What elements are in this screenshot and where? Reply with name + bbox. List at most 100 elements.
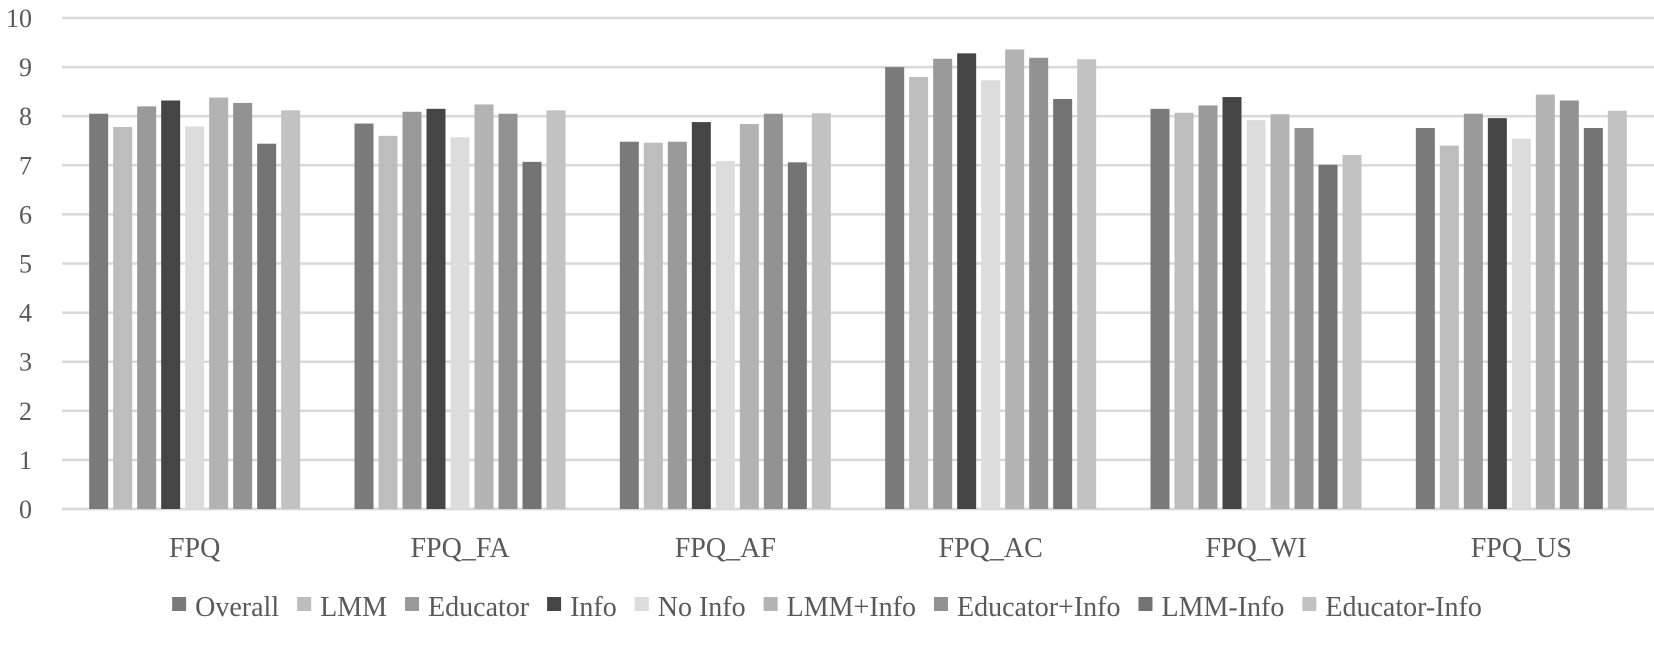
bar-no-info-fpq-ac — [981, 80, 1001, 510]
bar-educator-info-fpq — [281, 110, 301, 510]
bar-overall-fpq-ac — [885, 67, 905, 509]
y-tick-label: 5 — [19, 250, 32, 279]
bar-lmm-info-fpq — [209, 97, 229, 510]
legend-swatch — [405, 597, 420, 611]
bar-educator-fpq-ac — [933, 58, 953, 510]
legend-swatch — [547, 597, 562, 611]
gridlines — [62, 16, 1654, 511]
bar-no-info-fpq — [185, 126, 205, 510]
legend-item: LMM+Info — [763, 592, 916, 623]
bar-educator-fpq-us — [1463, 113, 1483, 510]
bar-lmm-fpq-wi — [1174, 112, 1194, 509]
y-tick-label: 10 — [6, 4, 32, 33]
legend-swatch — [933, 597, 948, 611]
bar-overall-fpq-wi — [1150, 108, 1170, 510]
y-tick-label: 0 — [19, 495, 32, 524]
legend-item: LMM-Info — [1138, 592, 1284, 623]
bar-educator-fpq — [137, 106, 157, 509]
legend-label: LMM — [320, 592, 387, 623]
bar-educator-info-fpq-ac — [1077, 59, 1097, 510]
bars — [89, 49, 1627, 510]
y-tick-label: 4 — [19, 299, 32, 328]
bar-no-info-fpq-wi — [1246, 120, 1266, 510]
bar-lmm-info-fpq-ac — [1005, 49, 1025, 509]
legend-item: Educator-Info — [1302, 592, 1482, 623]
y-tick-label: 3 — [19, 348, 32, 377]
category-labels: FPQ FPQ_FA FPQ_AF FPQ_AC FPQ_WI FPQ_US — [169, 533, 1572, 564]
bar-overall-fpq-us — [1415, 127, 1435, 509]
bar-lmm-info-fpq-ac — [1053, 99, 1073, 509]
bar-overall-fpq — [89, 113, 109, 510]
legend-label: Info — [570, 592, 617, 623]
x-category-label: FPQ_AC — [939, 533, 1043, 564]
bar-educator-info-fpq-ac — [1029, 57, 1049, 510]
bar-lmm-fpq-af — [643, 142, 663, 510]
legend-swatch — [297, 597, 312, 611]
bar-lmm-info-fpq-fa — [522, 161, 542, 509]
bar-lmm-info-fpq-fa — [474, 104, 494, 509]
legend-swatch — [1302, 597, 1317, 611]
legend-item: LMM — [297, 592, 387, 623]
legend-item: Educator — [405, 592, 530, 623]
x-category-label: FPQ_FA — [410, 533, 510, 564]
x-category-label: FPQ — [169, 533, 220, 564]
bar-info-fpq-wi — [1222, 97, 1242, 510]
y-axis-ticks: 0 1 2 3 4 5 6 7 8 9 10 — [6, 4, 32, 524]
legend-label: LMM+Info — [787, 592, 916, 623]
bar-educator-fpq-af — [667, 141, 687, 509]
bar-overall-fpq-af — [619, 141, 639, 509]
legend-label: LMM-Info — [1161, 592, 1284, 623]
legend-item: Info — [547, 592, 617, 623]
legend-item: No Info — [634, 592, 746, 623]
bar-educator-info-fpq — [233, 102, 253, 510]
bar-lmm-info-fpq-wi — [1318, 164, 1338, 509]
bar-educator-info-fpq-us — [1559, 100, 1579, 509]
legend-item: Overall — [172, 592, 279, 623]
legend-label: Educator+Info — [957, 592, 1121, 623]
bar-lmm-info-fpq-af — [739, 124, 759, 509]
bar-educator-info-fpq-af — [811, 113, 831, 509]
y-tick-label: 8 — [19, 102, 32, 131]
legend-label: Overall — [195, 592, 279, 623]
bar-educator-info-fpq-us — [1607, 110, 1627, 509]
y-tick-label: 9 — [19, 53, 32, 82]
bar-lmm-info-fpq-af — [787, 162, 807, 509]
bar-info-fpq-ac — [957, 53, 977, 510]
bar-info-fpq — [161, 100, 181, 509]
legend-swatch — [1138, 597, 1153, 611]
bar-lmm-info-fpq-us — [1583, 127, 1603, 509]
bar-educator-info-fpq-fa — [498, 113, 518, 510]
bar-no-info-fpq-af — [715, 160, 735, 510]
y-tick-label: 6 — [19, 200, 32, 229]
legend-label: No Info — [658, 592, 746, 623]
bar-info-fpq-af — [691, 122, 711, 509]
legend-label: Educator — [428, 592, 530, 623]
bar-lmm-fpq-ac — [909, 76, 929, 510]
bar-lmm-info-fpq — [257, 143, 277, 510]
bar-lmm-info-fpq-us — [1535, 94, 1555, 509]
legend-label: Educator-Info — [1325, 592, 1481, 623]
bar-educator-info-fpq-fa — [546, 110, 566, 510]
x-category-label: FPQ_US — [1471, 533, 1572, 564]
bar-educator-info-fpq-wi — [1294, 127, 1314, 509]
bar-educator-fpq-fa — [402, 111, 422, 509]
y-tick-label: 2 — [19, 397, 32, 426]
bar-educator-info-fpq-wi — [1342, 154, 1362, 509]
bar-educator-fpq-wi — [1198, 105, 1218, 509]
bar-no-info-fpq-fa — [450, 137, 470, 510]
bar-lmm-fpq-us — [1439, 145, 1459, 509]
x-category-label: FPQ_AF — [675, 533, 776, 564]
bar-info-fpq-fa — [426, 108, 446, 510]
y-tick-label: 7 — [19, 151, 32, 180]
bar-info-fpq-us — [1487, 118, 1507, 509]
legend-swatch — [763, 597, 778, 611]
y-tick-label: 1 — [19, 446, 32, 475]
bar-overall-fpq-fa — [354, 123, 374, 509]
bar-lmm-info-fpq-wi — [1270, 114, 1290, 510]
legend-swatch — [634, 597, 649, 611]
bar-lmm-fpq — [113, 127, 133, 509]
legend: Overall LMM Educator Info No Info LMM+Info Edu… — [172, 592, 1482, 623]
x-category-label: FPQ_WI — [1205, 533, 1306, 564]
bar-no-info-fpq-us — [1511, 138, 1531, 509]
